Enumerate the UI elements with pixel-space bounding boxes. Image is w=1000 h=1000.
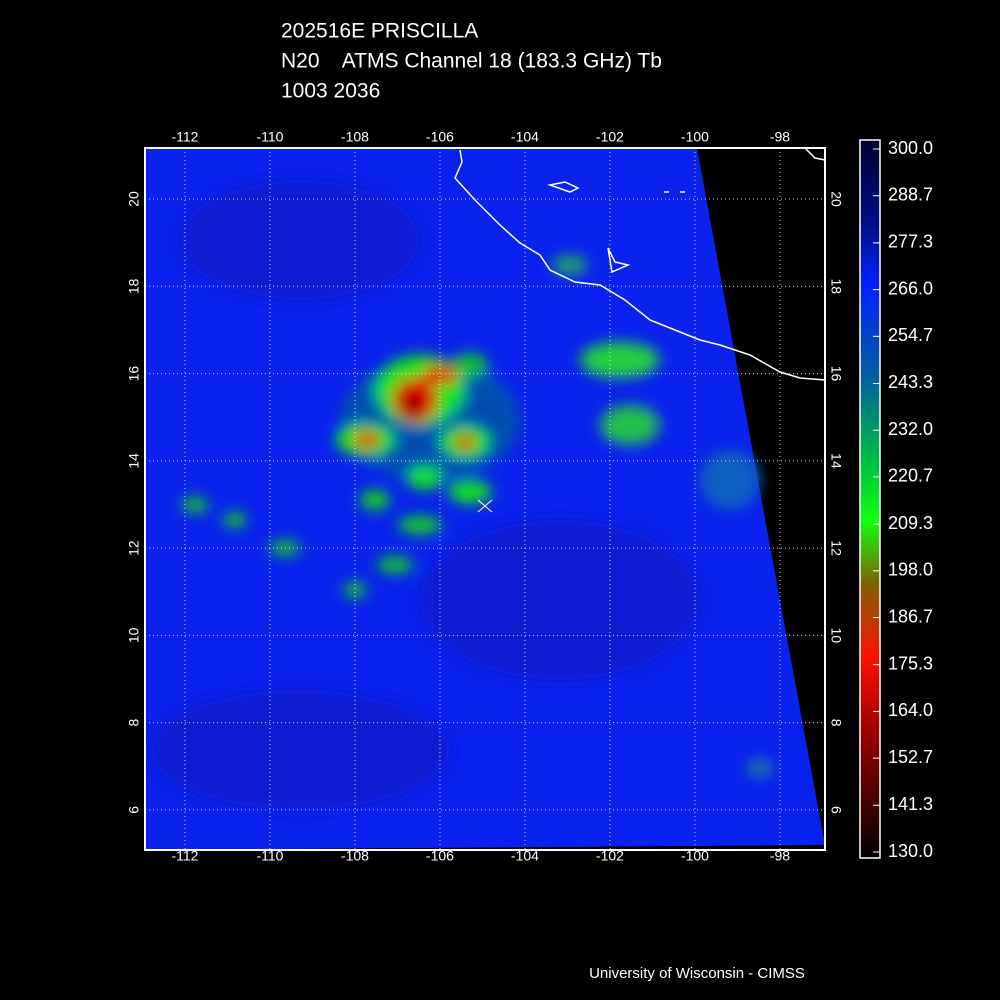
title-line: N20 ATMS Channel 18 (183.3 GHz) Tb bbox=[281, 50, 662, 73]
title-line: 1003 2036 bbox=[281, 80, 380, 103]
colorbar-label: 277.3 bbox=[888, 232, 933, 252]
colorbar-label: 209.3 bbox=[888, 513, 933, 533]
x-tick-label: -106 bbox=[426, 129, 454, 145]
colorbar-label: 130.0 bbox=[888, 841, 933, 861]
x-tick-label: -102 bbox=[596, 848, 624, 864]
colorbar-label: 243.3 bbox=[888, 372, 933, 392]
y-tick-label: 14 bbox=[126, 453, 142, 469]
x-tick-label: -112 bbox=[171, 129, 198, 145]
colorbar-label: 141.3 bbox=[888, 794, 933, 814]
x-tick-label: -104 bbox=[511, 129, 539, 145]
y-tick-label: 8 bbox=[828, 719, 844, 727]
y-tick-label: 6 bbox=[126, 806, 142, 814]
y-tick-label: 12 bbox=[828, 540, 844, 556]
x-tick-label: -112 bbox=[171, 848, 198, 864]
y-tick-label: 8 bbox=[126, 719, 142, 727]
x-tick-label: -98 bbox=[770, 129, 790, 145]
title: 202516E PRISCILLA N20 ATMS Channel 18 (1… bbox=[281, 20, 662, 103]
map-frame bbox=[144, 147, 826, 851]
x-tick-label: -110 bbox=[256, 848, 283, 864]
colorbar bbox=[859, 139, 881, 859]
colorbar-label: 198.0 bbox=[888, 560, 933, 580]
colorbar-label: 288.7 bbox=[888, 184, 933, 204]
y-tick-label: 16 bbox=[828, 366, 844, 382]
colorbar-label: 232.0 bbox=[888, 419, 933, 439]
x-tick-label: -100 bbox=[681, 129, 709, 145]
colorbar-label: 175.3 bbox=[888, 653, 933, 673]
colorbar-label: 186.7 bbox=[888, 606, 933, 626]
x-tick-label: -106 bbox=[426, 848, 454, 864]
y-tick-label: 10 bbox=[828, 628, 844, 644]
y-tick-label: 20 bbox=[126, 191, 142, 207]
x-tick-label: -110 bbox=[256, 129, 283, 145]
y-tick-label: 12 bbox=[126, 540, 142, 556]
imagery bbox=[145, 148, 825, 850]
x-tick-label: -108 bbox=[341, 129, 369, 145]
x-tick-label: -108 bbox=[341, 848, 369, 864]
colorbar-label: 220.7 bbox=[888, 466, 933, 486]
y-tick-label: 14 bbox=[828, 453, 844, 469]
title-line: 202516E PRISCILLA bbox=[281, 20, 478, 43]
colorbar-label: 164.0 bbox=[888, 700, 933, 720]
x-tick-label: -102 bbox=[596, 129, 624, 145]
colorbar-label: 152.7 bbox=[888, 747, 933, 767]
y-tick-label: 16 bbox=[126, 366, 142, 382]
credit: University of Wisconsin - CIMSS bbox=[589, 965, 805, 982]
colorbar-label: 254.7 bbox=[888, 325, 933, 345]
colorbar-label: 266.0 bbox=[888, 278, 933, 298]
x-tick-label: -104 bbox=[511, 848, 539, 864]
y-tick-label: 18 bbox=[828, 279, 844, 295]
y-tick-label: 18 bbox=[126, 278, 142, 294]
y-tick-label: 6 bbox=[828, 806, 844, 814]
y-tick-label: 20 bbox=[828, 191, 844, 207]
colorbar-label: 300.0 bbox=[888, 138, 933, 158]
x-tick-label: -100 bbox=[681, 848, 709, 864]
x-tick-label: -98 bbox=[770, 848, 790, 864]
y-tick-label: 10 bbox=[126, 627, 142, 643]
